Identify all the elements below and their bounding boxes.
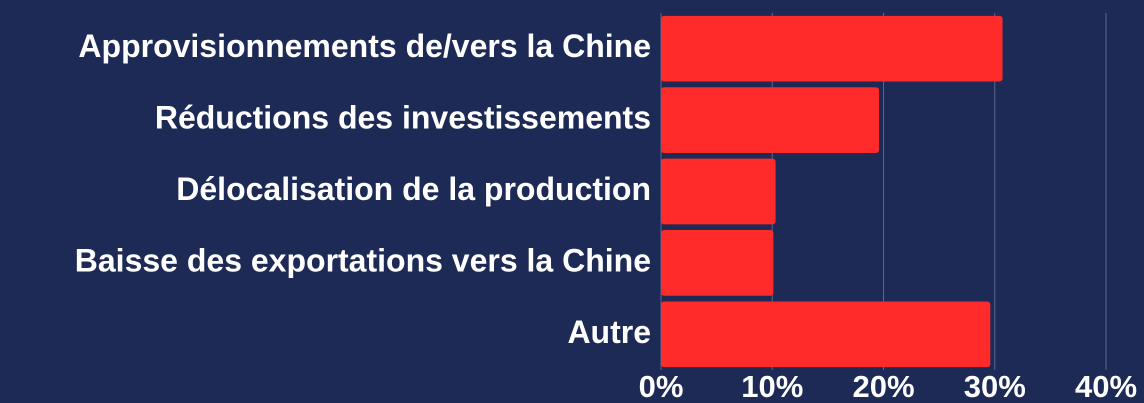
y-tick-label: Autre [567,314,651,350]
x-tick-label: 0% [639,369,684,403]
x-tick-label: 40% [1075,369,1137,403]
bar [661,15,1003,82]
y-tick-label: Délocalisation de la production [176,171,651,207]
bar [661,87,880,153]
bar [661,158,776,225]
y-tick-label: Réductions des investissements [155,100,651,136]
y-tick-label: Approvisionnements de/vers la Chine [78,28,651,64]
bar [661,301,991,368]
y-tick-label: Baisse des exportations vers la Chine [75,242,651,278]
x-tick-label: 30% [964,369,1026,403]
x-tick-label: 10% [741,369,803,403]
x-tick-label: 20% [852,369,914,403]
bar [661,230,774,296]
